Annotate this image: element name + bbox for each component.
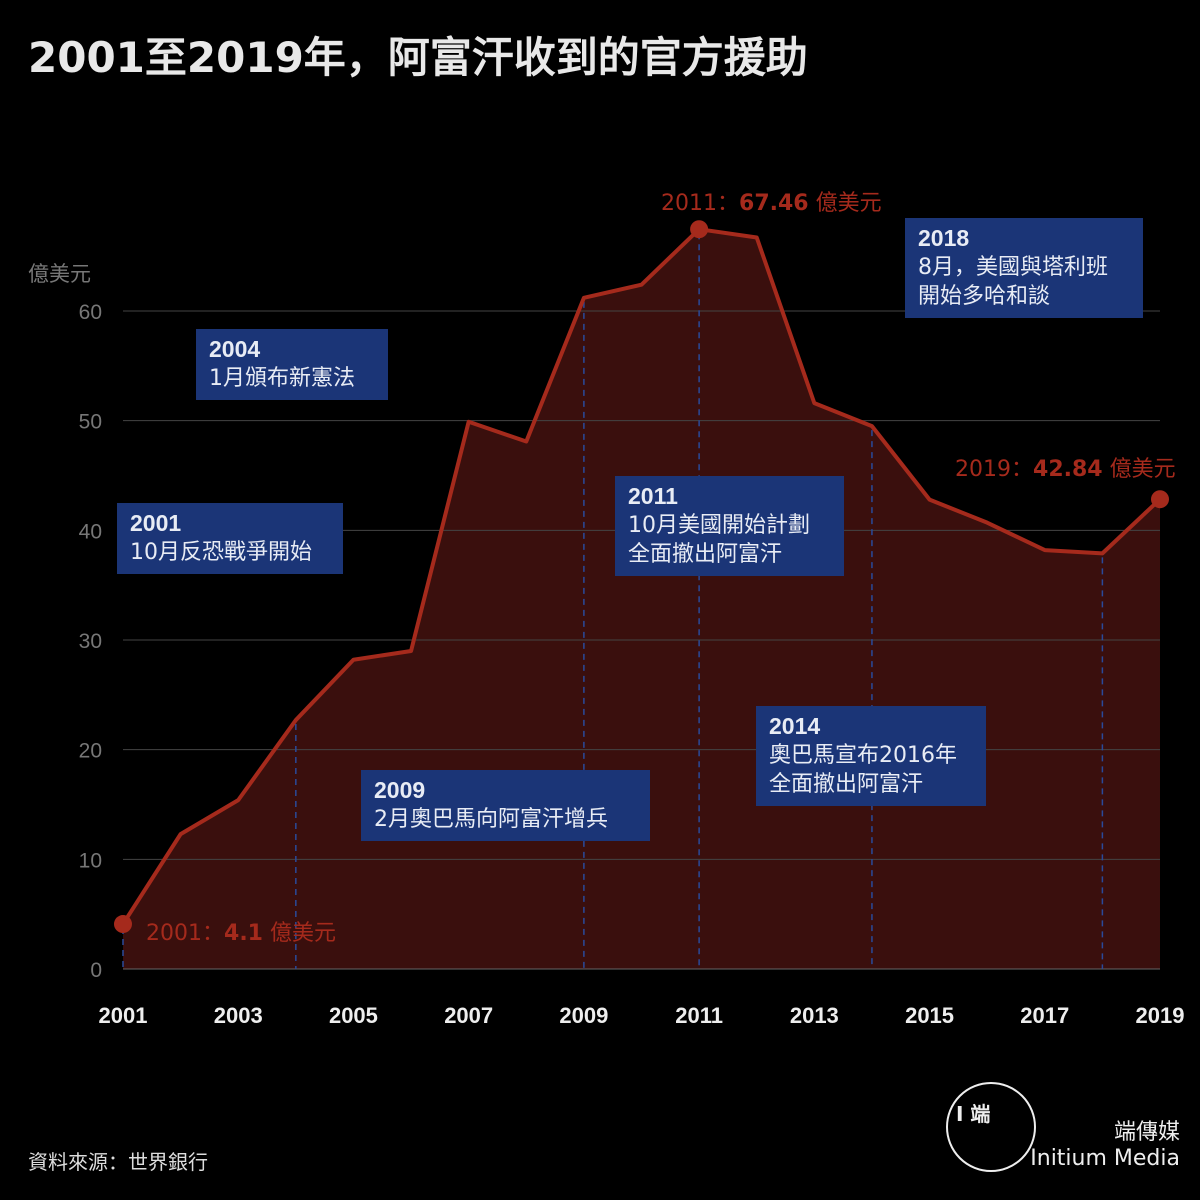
x-tick-label: 2019 bbox=[1136, 1003, 1185, 1028]
y-tick-label: 40 bbox=[79, 520, 102, 543]
point-label-2019: 2019：42.84 億美元 bbox=[955, 451, 1176, 483]
annotation-2009: 2009 2月奧巴馬向阿富汗增兵 bbox=[361, 770, 650, 841]
annotation-year: 2009 bbox=[374, 777, 426, 803]
data-point bbox=[690, 220, 709, 239]
annotation-text: 10月反恐戰爭開始 bbox=[130, 540, 312, 565]
annotation-text: 8月，美國與塔利班 開始多哈和談 bbox=[918, 255, 1108, 309]
y-tick-label: 50 bbox=[79, 411, 102, 434]
annotation-text: 2月奧巴馬向阿富汗增兵 bbox=[374, 807, 608, 832]
brand-name-en: Initium Media bbox=[1030, 1146, 1180, 1171]
x-tick-label: 2001 bbox=[99, 1003, 148, 1028]
logo-mark: I 端 bbox=[956, 1102, 991, 1126]
data-point bbox=[114, 915, 132, 934]
x-tick-label: 2015 bbox=[905, 1003, 954, 1028]
y-tick-label: 60 bbox=[79, 301, 102, 324]
x-tick-label: 2005 bbox=[329, 1003, 378, 1028]
label-value: 67.46 bbox=[739, 191, 809, 216]
label-year: 2019 bbox=[955, 457, 1011, 482]
label-value: 4.1 bbox=[224, 921, 263, 946]
initium-logo: I 端 bbox=[946, 1082, 1036, 1172]
annotation-2001: 2001 10月反恐戰爭開始 bbox=[117, 503, 343, 574]
x-tick-label: 2007 bbox=[444, 1003, 493, 1028]
annotation-year: 2004 bbox=[209, 336, 261, 362]
point-label-2001: 2001：4.1 億美元 bbox=[146, 915, 336, 947]
annotation-2011: 2011 10月美國開始計劃 全面撤出阿富汗 bbox=[615, 476, 844, 576]
annotation-year: 2018 bbox=[918, 225, 970, 251]
x-tick-label: 2017 bbox=[1020, 1003, 1069, 1028]
annotation-2018: 2018 8月，美國與塔利班 開始多哈和談 bbox=[905, 218, 1143, 318]
y-tick-label: 20 bbox=[79, 740, 102, 763]
label-value: 42.84 bbox=[1033, 457, 1103, 482]
annotation-text: 奧巴馬宣布2016年 全面撤出阿富汗 bbox=[769, 743, 957, 797]
label-year: 2011 bbox=[661, 191, 717, 216]
label-sep: ： bbox=[1011, 457, 1034, 482]
chart-title: 2001至2019年，阿富汗收到的官方援助 bbox=[28, 33, 808, 82]
label-unit: 億美元 bbox=[263, 921, 336, 946]
label-unit: 億美元 bbox=[808, 191, 882, 216]
y-tick-label: 10 bbox=[79, 849, 102, 872]
y-axis-label: 億美元 bbox=[28, 262, 91, 286]
data-point bbox=[1151, 490, 1169, 509]
x-tick-label: 2011 bbox=[675, 1003, 723, 1028]
x-tick-label: 2009 bbox=[559, 1003, 608, 1028]
annotation-year: 2014 bbox=[769, 713, 821, 739]
annotation-2014: 2014 奧巴馬宣布2016年 全面撤出阿富汗 bbox=[756, 706, 986, 806]
annotation-year: 2011 bbox=[628, 483, 678, 509]
annotation-text: 1月頒布新憲法 bbox=[209, 366, 355, 391]
x-tick-label: 2013 bbox=[790, 1003, 839, 1028]
annotation-2004: 2004 1月頒布新憲法 bbox=[196, 329, 388, 400]
label-sep: ： bbox=[202, 921, 225, 946]
y-tick-label: 30 bbox=[79, 630, 102, 653]
annotation-year: 2001 bbox=[130, 510, 182, 536]
brand-name-zh: 端傳媒 bbox=[1113, 1120, 1180, 1145]
label-sep: ： bbox=[717, 191, 740, 216]
y-tick-label: 0 bbox=[90, 959, 102, 982]
point-label-2011: 2011：67.46 億美元 bbox=[661, 185, 882, 217]
label-unit: 億美元 bbox=[1102, 457, 1176, 482]
source-note: 資料來源：世界銀行 bbox=[28, 1150, 208, 1174]
x-tick-label: 2003 bbox=[214, 1003, 263, 1028]
label-year: 2001 bbox=[146, 921, 202, 946]
annotation-text: 10月美國開始計劃 全面撤出阿富汗 bbox=[628, 513, 810, 567]
series-line bbox=[121, 227, 1162, 926]
